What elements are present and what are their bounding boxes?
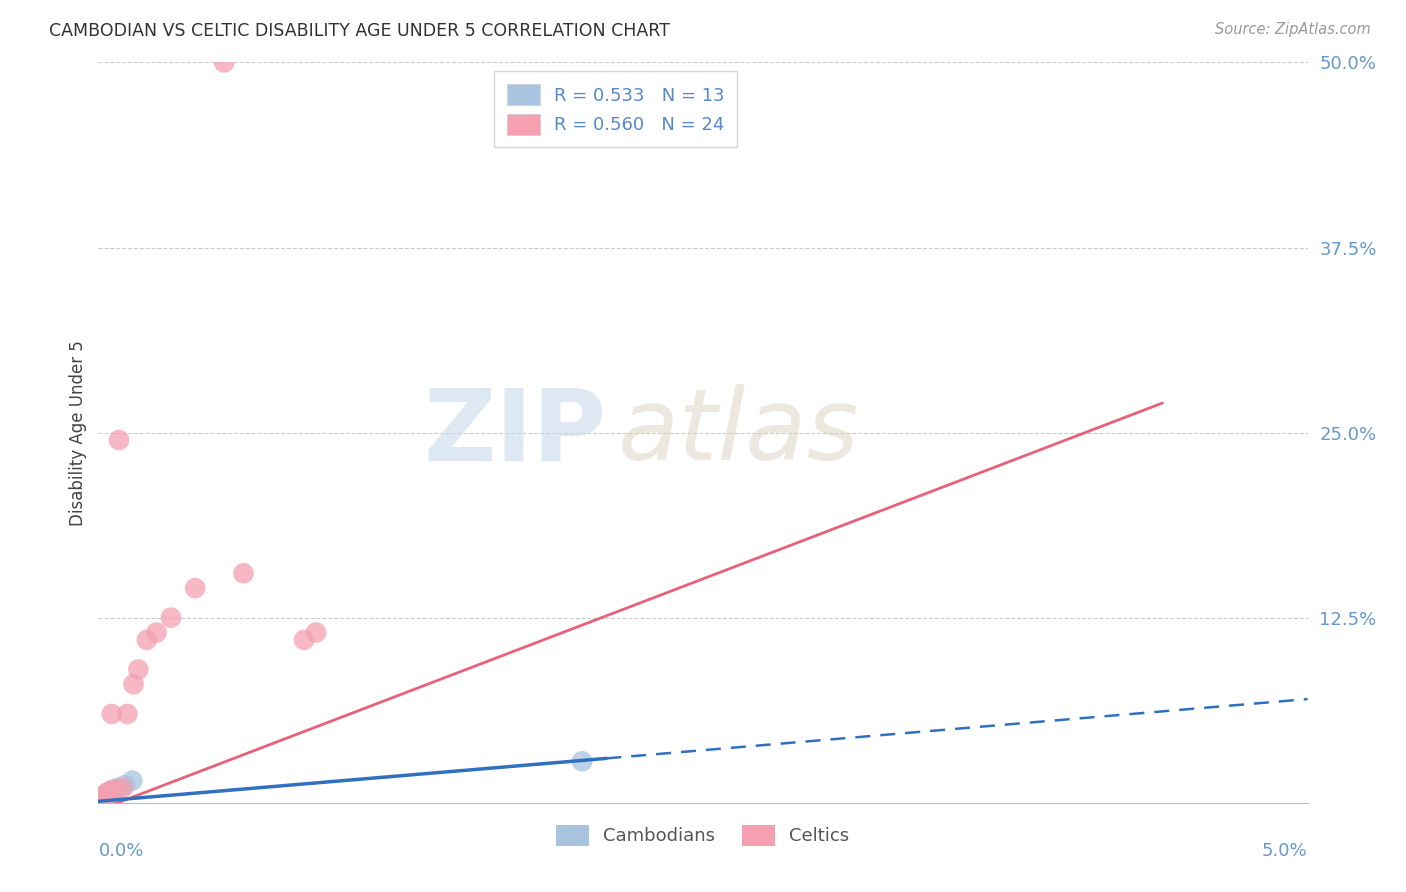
Point [100,706,122,721]
Point [93,789,115,804]
Point [292,632,315,647]
Point [212,55,235,70]
Point [91,791,114,805]
Point [117,706,139,721]
Y-axis label: Disability Age Under 5: Disability Age Under 5 [69,340,87,525]
Point [100,785,122,799]
Point [160,610,183,624]
Text: Source: ZipAtlas.com: Source: ZipAtlas.com [1215,22,1371,37]
Point [111,780,134,795]
Point [94,789,117,803]
Text: atlas: atlas [619,384,860,481]
Point [91,791,114,805]
Point [135,632,157,647]
Point [103,784,125,798]
Point [107,780,129,795]
Point [184,581,207,595]
Point [96,789,118,804]
Point [232,566,254,581]
Point [93,789,115,803]
Point [97,785,120,799]
Point [101,782,124,797]
Point [108,433,131,447]
Point [98,784,121,798]
Point [96,787,118,801]
Text: CAMBODIAN VS CELTIC DISABILITY AGE UNDER 5 CORRELATION CHART: CAMBODIAN VS CELTIC DISABILITY AGE UNDER… [49,22,671,40]
Point [122,677,145,691]
Point [91,789,114,804]
Point [94,789,117,803]
Point [90,791,112,805]
Point [571,755,593,769]
Text: 0.0%: 0.0% [98,842,143,860]
Text: 5.0%: 5.0% [1263,842,1308,860]
Point [305,625,328,640]
Point [114,778,136,792]
Legend: Cambodians, Celtics: Cambodians, Celtics [550,818,856,853]
Point [96,791,118,805]
Point [127,663,149,677]
Point [91,793,114,807]
Point [97,785,120,799]
Point [121,773,143,788]
Point [97,787,120,801]
Point [105,782,128,797]
Text: ZIP: ZIP [423,384,606,481]
Point [145,625,167,640]
